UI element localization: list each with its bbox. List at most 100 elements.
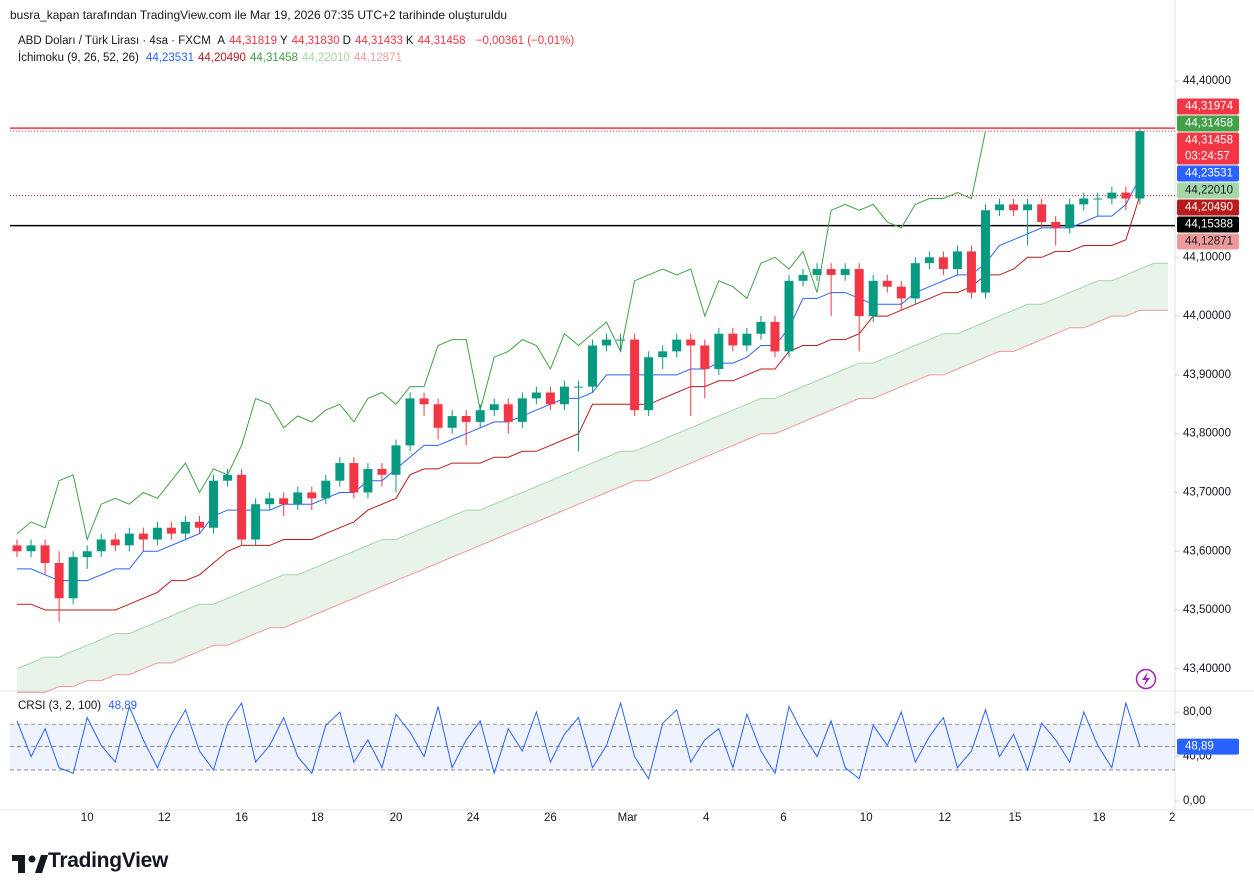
candle-body (503, 404, 513, 422)
candle-body (588, 345, 597, 387)
candle-body (882, 280, 892, 287)
price-badge-label: 44,31458 (1185, 118, 1233, 130)
ohlc-value: 44,31830 (291, 35, 340, 47)
brand: TradingView (48, 849, 169, 872)
candle-body (1107, 192, 1117, 199)
candle-body (770, 321, 780, 352)
indicator-value: 44,22010 (301, 52, 350, 64)
countdown: 03:24:57 (1185, 151, 1230, 163)
candle-body (517, 398, 527, 422)
candle-body (335, 463, 345, 481)
x-tick-label: 24 (467, 812, 480, 824)
candle-body (602, 339, 612, 346)
y-tick-label: 43,70000 (1183, 486, 1231, 498)
price-badge (1177, 182, 1239, 199)
indicator-values: 44,23531 44,20490 44,31458 44,22010 44,12871 (146, 52, 406, 64)
x-tick-label: 18 (1093, 812, 1106, 824)
candle-body (96, 539, 106, 552)
ohlc-item: Y 44,31830 (280, 35, 340, 47)
candle-body (1009, 204, 1019, 211)
candle-body (307, 492, 317, 499)
candle-body (798, 274, 808, 281)
candle-body (251, 504, 261, 540)
candle-body (966, 251, 976, 293)
candle-body (363, 468, 373, 493)
ohlc-value: 44,31819 (229, 35, 277, 47)
x-tick-label: 6 (780, 812, 786, 824)
indicator-value: 44,31458 (249, 52, 298, 64)
y-tick-label: 43,50000 (1183, 604, 1231, 616)
price-badge-label: 44,31458 (1185, 135, 1233, 147)
candle-body (12, 545, 22, 552)
candle-body (237, 474, 247, 540)
candle-body (644, 357, 654, 411)
price-badge-label: 44,15388 (1185, 219, 1233, 231)
candle-body (209, 480, 219, 528)
value-badge-label: 48,89 (1185, 741, 1214, 753)
ohlc-value: 44,31433 (354, 35, 403, 47)
indicator-value: 44,20490 (197, 52, 246, 64)
candle-body (952, 251, 962, 270)
crsi-title: CRSI (3, 2, 100) (18, 700, 102, 712)
price-badge (1177, 115, 1239, 132)
cloud-fill (17, 263, 1168, 693)
price-badge (1177, 216, 1239, 233)
change: −0,00361 (−0,01%) (475, 35, 575, 47)
price-badge-label: 44,31974 (1185, 101, 1234, 113)
candle-body (924, 257, 934, 264)
candle-body (1037, 204, 1047, 223)
candle-body (68, 557, 78, 599)
candle-body (700, 345, 710, 369)
header: busra_kapan tarafından TradingView.com i… (10, 8, 508, 22)
candle-body (223, 474, 233, 481)
candle-body (1093, 198, 1103, 200)
indicator-legend: İchimoku (9, 26, 52, 26) 44,23531 44,2049… (18, 52, 410, 64)
candle-body (1065, 204, 1075, 228)
candle-body (82, 551, 92, 558)
ohlc-label: Y (279, 35, 288, 47)
y-tick-label: 43,40000 (1183, 663, 1231, 675)
candle-body (910, 263, 920, 299)
price-badge (1177, 199, 1239, 216)
candle-body (672, 339, 682, 352)
candle-body (1079, 198, 1089, 205)
candle-body (658, 351, 668, 358)
candle-body (559, 386, 569, 405)
candle-body (826, 269, 836, 275)
band-fill (10, 724, 1175, 770)
x-tick-label: 2 (1169, 812, 1175, 824)
candle-body (265, 498, 275, 505)
candle-body (981, 210, 991, 293)
candle-body (896, 286, 906, 299)
y-tick-label: 0,00 (1183, 795, 1205, 807)
crsi-line (16, 701, 1141, 781)
candle-body (489, 404, 499, 411)
candle-body (1023, 204, 1033, 211)
candle-body (686, 339, 696, 346)
cloud-lower (17, 309, 1168, 693)
candle-body (630, 339, 640, 411)
x-tick-label: 10 (860, 812, 873, 824)
candle-body (1051, 222, 1061, 228)
ohlc: A 44,31819 Y 44,31830 D 44,31433 K 44,31458 (217, 35, 468, 47)
candle-body (377, 468, 387, 475)
y-tick-label: 43,90000 (1183, 369, 1231, 381)
y-tick-label: 43,80000 (1183, 428, 1231, 440)
candle-body (54, 563, 64, 599)
y-tick-label: 43,60000 (1183, 545, 1231, 557)
ohlc-label: A (217, 35, 226, 47)
cloud-upper (16, 262, 1168, 670)
candle-body (531, 392, 541, 399)
candle-body (349, 463, 359, 493)
price-badge-label: 44,12871 (1185, 236, 1233, 248)
candle-body (461, 416, 471, 422)
y-tick-label: 44,10000 (1183, 251, 1231, 263)
candle-body (433, 404, 443, 428)
price-badge (1177, 233, 1239, 250)
ohlc-item: D 44,31433 (343, 35, 403, 47)
candle-body (194, 521, 204, 528)
candle-body (1135, 131, 1145, 199)
x-tick-label: 12 (938, 812, 951, 824)
ohlc-item: K 44,31458 (406, 35, 466, 47)
